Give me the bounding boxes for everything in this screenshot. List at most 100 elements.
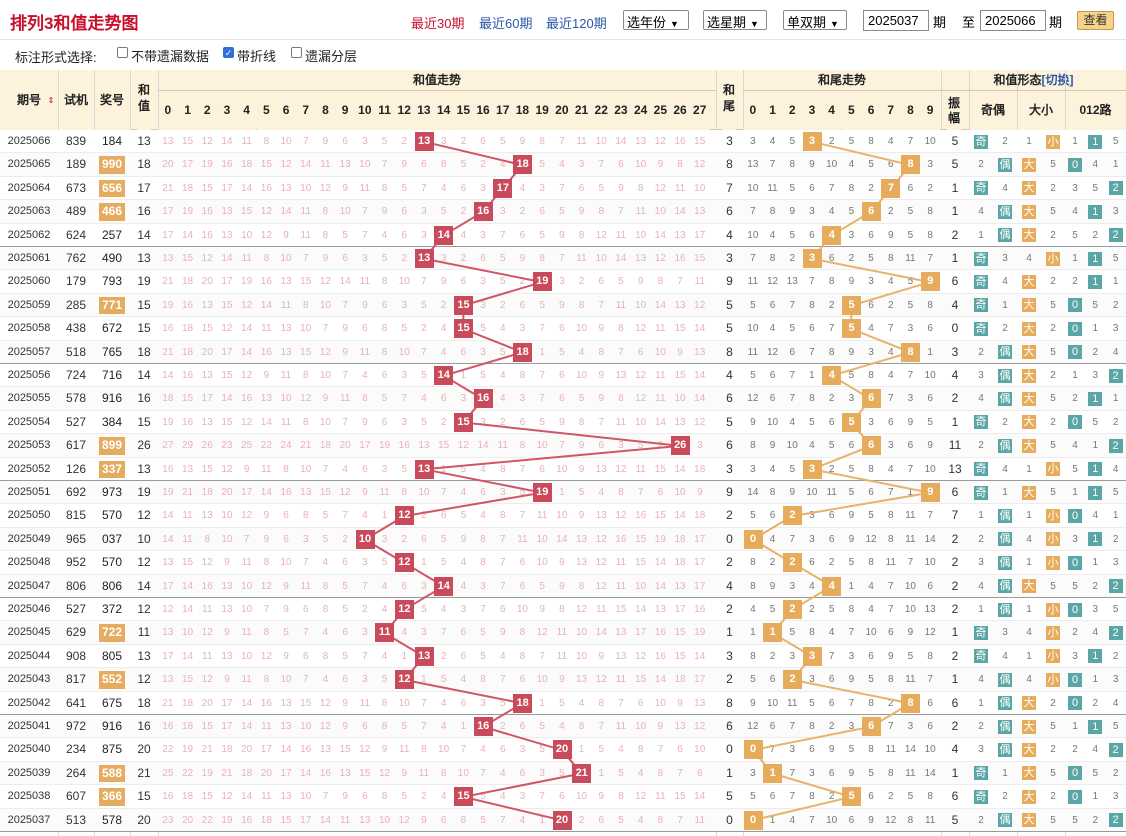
tail-omission-cell: 8 bbox=[750, 580, 756, 592]
small-tag: 小 bbox=[1046, 508, 1060, 523]
tail-omission-cell: 6 bbox=[868, 650, 874, 662]
omission-cell: 7 bbox=[618, 206, 624, 218]
omission-cell: 5 bbox=[539, 299, 545, 311]
omission-cell: 8 bbox=[618, 323, 624, 335]
omission-cell: 6 bbox=[460, 650, 467, 662]
switch-link[interactable]: [切换] bbox=[1041, 73, 1074, 87]
header-sum-col: 23 bbox=[611, 90, 631, 130]
road-omission: 2 bbox=[1112, 533, 1119, 545]
omission-cell: 10 bbox=[319, 299, 331, 311]
tail-omission-cell: 9 bbox=[848, 674, 855, 686]
range-from-input[interactable] bbox=[863, 10, 929, 31]
tail-mark: 1 bbox=[763, 623, 783, 643]
tail-omission-cell: 7 bbox=[907, 370, 914, 381]
omission-cell: 9 bbox=[243, 463, 250, 475]
omission-cell: 6 bbox=[559, 370, 565, 381]
omission-cell: 10 bbox=[280, 393, 292, 405]
omission-cell: 13 bbox=[280, 276, 292, 288]
week-select[interactable]: 选星期 ▼ bbox=[703, 10, 767, 30]
omission-cell: 13 bbox=[694, 697, 706, 709]
omission-cell: 12 bbox=[595, 533, 607, 545]
omission-cell: 15 bbox=[674, 650, 686, 662]
amp-cell: 1 bbox=[951, 765, 959, 780]
omission-cell: 14 bbox=[241, 346, 253, 358]
amp-cell: 4 bbox=[951, 742, 959, 757]
road-omission: 3 bbox=[1072, 533, 1078, 545]
omission-cell: 17 bbox=[162, 650, 174, 662]
omission-cell: 20 bbox=[201, 697, 213, 709]
omission-cell: 10 bbox=[536, 557, 548, 569]
bigsmall-omission: 2 bbox=[1050, 697, 1056, 709]
tail-omission-cell: 6 bbox=[769, 370, 776, 381]
omission-cell: 10 bbox=[635, 229, 647, 241]
tail-omission-cell: 3 bbox=[809, 674, 815, 686]
omission-cell: 20 bbox=[201, 346, 213, 358]
sort-icon[interactable]: ⇕ bbox=[47, 97, 55, 105]
period-link-60[interactable]: 最近60期 bbox=[479, 16, 533, 31]
omission-cell: 15 bbox=[201, 463, 213, 475]
tail-omission-cell: 6 bbox=[868, 299, 874, 311]
omission-cell: 13 bbox=[635, 136, 647, 147]
checkbox-line[interactable]: ✓ bbox=[223, 47, 234, 58]
road-omission: 1 bbox=[1072, 721, 1078, 732]
period-link-120[interactable]: 最近120期 bbox=[546, 16, 607, 31]
range-to-input[interactable] bbox=[980, 10, 1046, 31]
tail-omission-cell: 6 bbox=[848, 814, 855, 826]
tail-omission-cell: 5 bbox=[848, 136, 855, 147]
checkbox-layer[interactable] bbox=[291, 47, 302, 58]
omission-cell: 17 bbox=[221, 697, 233, 709]
year-select[interactable]: 选年份 ▼ bbox=[623, 10, 689, 30]
tail-omission-cell: 8 bbox=[809, 627, 815, 639]
parity-select[interactable]: 单双期 ▼ bbox=[783, 10, 847, 30]
bigsmall-omission: 2 bbox=[1050, 182, 1056, 194]
oddeven-omission: 2 bbox=[978, 533, 984, 545]
odd-tag: 奇 bbox=[974, 649, 988, 664]
checkbox-no-omission[interactable] bbox=[117, 47, 128, 58]
omission-cell: 13 bbox=[674, 299, 686, 311]
omission-cell: 16 bbox=[260, 346, 272, 358]
omission-cell: 8 bbox=[381, 323, 388, 335]
tail-omission-cell: 5 bbox=[789, 627, 796, 639]
amp-cell: 6 bbox=[951, 789, 959, 804]
prize-cell: 578 bbox=[101, 812, 123, 827]
trial-cell: 806 bbox=[65, 578, 87, 593]
omission-cell: 12 bbox=[201, 253, 213, 264]
omission-cell: 12 bbox=[201, 674, 213, 686]
omission-cell: 4 bbox=[499, 791, 506, 803]
omission-cell: 11 bbox=[674, 182, 686, 194]
omission-cell: 7 bbox=[559, 440, 565, 452]
omission-cell: 9 bbox=[263, 533, 270, 545]
omission-cell: 8 bbox=[480, 674, 486, 686]
sum-mark: 19 bbox=[532, 272, 552, 292]
period-cell: 2025059 bbox=[7, 298, 51, 311]
amp-cell: 1 bbox=[951, 414, 959, 429]
query-button[interactable]: 查看 bbox=[1077, 11, 1114, 30]
tail-omission-cell: 9 bbox=[809, 159, 815, 171]
tail-omission-cell: 2 bbox=[828, 299, 835, 311]
road-omission: 2 bbox=[1072, 627, 1078, 639]
road-omission: 5 bbox=[1072, 580, 1078, 592]
omission-cell: 12 bbox=[694, 159, 706, 171]
small-tag: 小 bbox=[1046, 602, 1060, 617]
sum-mark: 13 bbox=[414, 132, 434, 151]
oddeven-omission: 3 bbox=[978, 557, 984, 569]
omission-cell: 12 bbox=[201, 136, 213, 147]
omission-cell: 6 bbox=[637, 697, 644, 709]
omission-cell: 13 bbox=[221, 580, 233, 592]
prize-cell: 875 bbox=[101, 742, 123, 757]
sum-mark: 15 bbox=[454, 787, 473, 807]
omission-cell: 12 bbox=[575, 604, 588, 615]
omission-cell: 3 bbox=[421, 206, 427, 218]
tail-omission-cell: 8 bbox=[887, 533, 894, 545]
amp-cell: 2 bbox=[951, 227, 959, 242]
period-link-30[interactable]: 最近30期 bbox=[411, 16, 465, 31]
omission-cell: 14 bbox=[694, 791, 706, 803]
omission-cell: 12 bbox=[319, 182, 331, 194]
omission-cell: 8 bbox=[637, 744, 644, 756]
omission-cell: 13 bbox=[694, 346, 706, 358]
omission-cell: 17 bbox=[674, 604, 686, 615]
tail-omission-cell: 8 bbox=[828, 346, 835, 358]
omission-cell: 4 bbox=[499, 393, 506, 405]
omission-cell: 9 bbox=[342, 697, 348, 709]
header-period[interactable]: 期号 bbox=[0, 70, 58, 130]
